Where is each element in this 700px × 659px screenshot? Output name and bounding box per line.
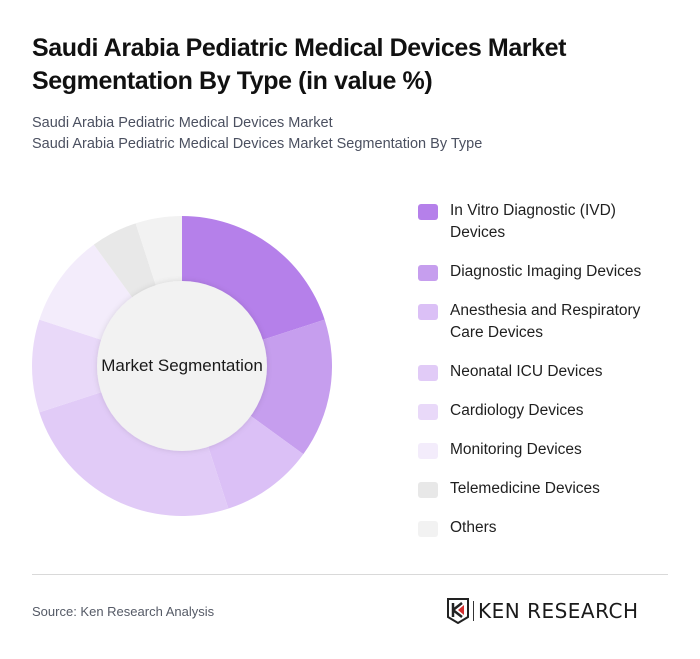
legend-item: Diagnostic Imaging Devices bbox=[418, 261, 678, 283]
donut-chart bbox=[32, 216, 332, 516]
legend-swatch bbox=[418, 204, 438, 220]
legend-label: Cardiology Devices bbox=[450, 402, 584, 419]
donut-center-label: Market Segmentation bbox=[101, 356, 263, 375]
legend-item: Monitoring Devices bbox=[418, 439, 678, 461]
legend-item: Neonatal ICU Devices bbox=[418, 361, 678, 383]
footer-divider bbox=[32, 574, 668, 575]
ken-research-logo: KEN RESEARCH bbox=[447, 598, 639, 624]
subtitle-line-2: Saudi Arabia Pediatric Medical Devices M… bbox=[32, 136, 483, 152]
legend-swatch bbox=[418, 404, 438, 420]
legend-item: Telemedicine Devices bbox=[418, 478, 678, 500]
legend-item: Cardiology Devices bbox=[418, 400, 678, 422]
legend-swatch bbox=[418, 482, 438, 498]
legend-swatch bbox=[418, 304, 438, 320]
donut-slice bbox=[39, 384, 229, 516]
legend-label: In Vitro Diagnostic (IVD) Devices bbox=[450, 202, 616, 241]
legend-label: Telemedicine Devices bbox=[450, 480, 600, 497]
legend-item: Anesthesia and Respiratory Care Devices bbox=[418, 300, 678, 344]
ken-logo-icon bbox=[447, 598, 469, 624]
legend-item: Others bbox=[418, 517, 678, 539]
legend-label: Anesthesia and Respiratory Care Devices bbox=[450, 302, 641, 341]
legend: In Vitro Diagnostic (IVD) Devices Diagnos… bbox=[418, 200, 678, 539]
legend-label: Others bbox=[450, 519, 497, 536]
legend-swatch bbox=[418, 265, 438, 281]
logo-separator bbox=[473, 601, 474, 621]
subtitle-line-1: Saudi Arabia Pediatric Medical Devices M… bbox=[32, 115, 333, 131]
legend-swatch bbox=[418, 443, 438, 459]
logo-text: KEN RESEARCH bbox=[478, 599, 639, 623]
legend-label: Diagnostic Imaging Devices bbox=[450, 263, 642, 280]
legend-swatch bbox=[418, 521, 438, 537]
chart-title: Saudi Arabia Pediatric Medical Devices M… bbox=[32, 34, 567, 95]
subtitle: Saudi Arabia Pediatric Medical Devices M… bbox=[32, 113, 482, 155]
legend-label: Monitoring Devices bbox=[450, 441, 582, 458]
legend-label: Neonatal ICU Devices bbox=[450, 363, 603, 380]
legend-item: In Vitro Diagnostic (IVD) Devices bbox=[418, 200, 678, 244]
source-note: Source: Ken Research Analysis bbox=[32, 604, 215, 619]
donut-center bbox=[97, 281, 267, 451]
legend-swatch bbox=[418, 365, 438, 381]
